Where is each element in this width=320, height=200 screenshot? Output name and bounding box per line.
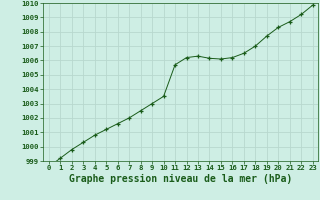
- X-axis label: Graphe pression niveau de la mer (hPa): Graphe pression niveau de la mer (hPa): [69, 174, 292, 184]
